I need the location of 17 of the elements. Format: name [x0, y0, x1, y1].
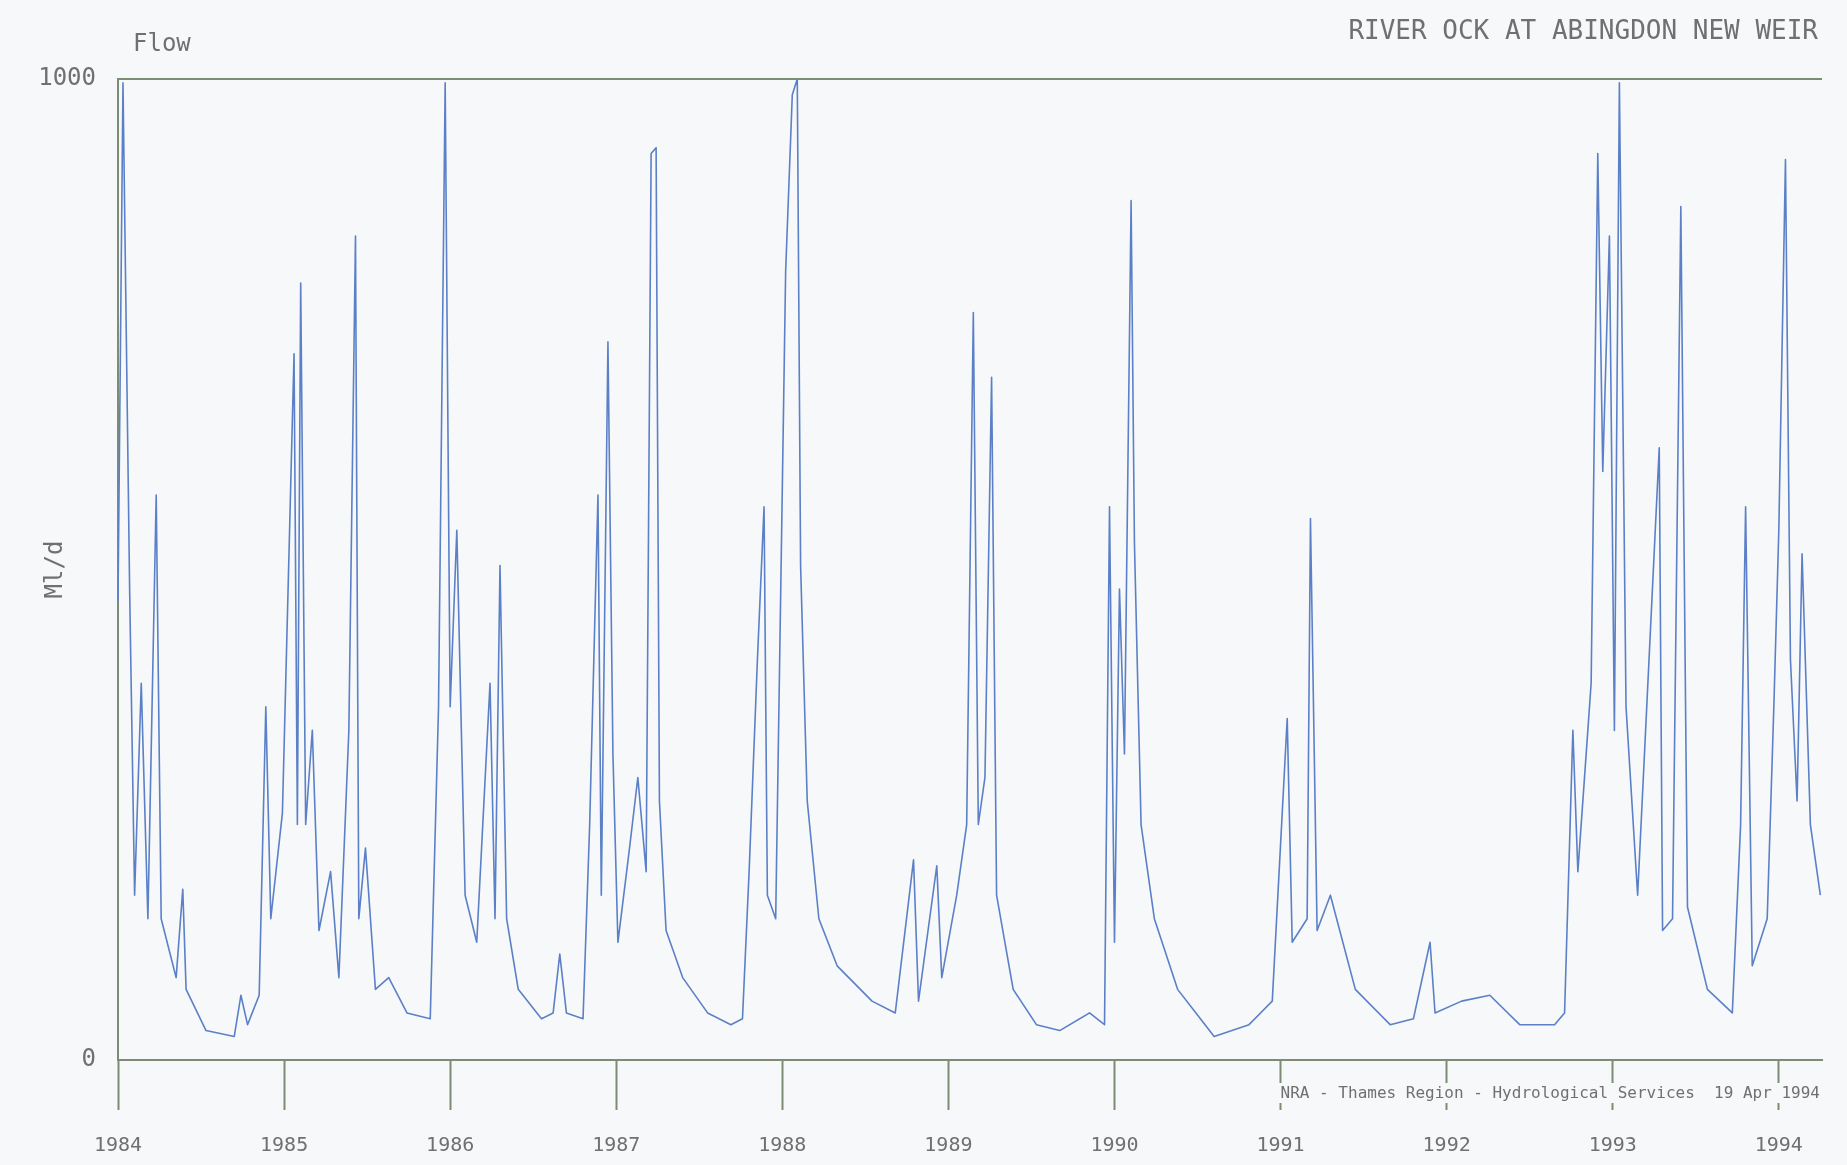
- x-tick-label: 1986: [426, 1132, 475, 1157]
- x-tick-label: 1984: [93, 1132, 143, 1157]
- x-tick-label: 1985: [260, 1132, 309, 1157]
- x-tick-label: 1989: [924, 1132, 973, 1157]
- x-tick-label: 1994: [1754, 1132, 1803, 1157]
- x-tick-label: 1990: [1090, 1132, 1139, 1157]
- x-tick-label: 1993: [1588, 1132, 1637, 1157]
- chart-subtitle: Flow: [133, 29, 192, 57]
- y-tick-label: 1000: [38, 63, 96, 92]
- y-tick-label: 0: [81, 1044, 96, 1073]
- x-tick-label: 1988: [758, 1132, 807, 1157]
- x-tick-label: 1987: [592, 1132, 641, 1157]
- x-tick-label: 1991: [1256, 1132, 1305, 1157]
- x-tick-label: 1992: [1422, 1132, 1471, 1157]
- text: NRA - Thames Region - Hydrological Services 19 Apr 1994: [1280, 1083, 1820, 1102]
- y-axis-title: Ml/d: [40, 540, 68, 599]
- chart-title: RIVER OCK AT ABINGDON NEW WEIR: [1348, 15, 1819, 45]
